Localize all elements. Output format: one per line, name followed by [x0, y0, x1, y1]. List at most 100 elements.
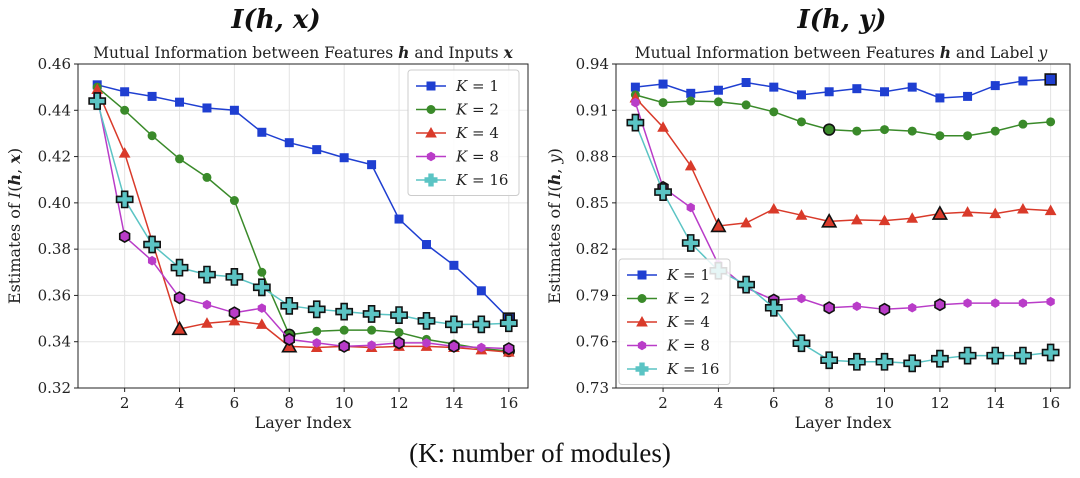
data-point [1017, 202, 1029, 214]
data-point [307, 300, 326, 319]
data-point [880, 87, 890, 97]
data-point [908, 302, 917, 313]
series-k16 [626, 113, 1060, 373]
x-tick-label: 12 [389, 394, 408, 412]
data-point [229, 105, 239, 115]
data-point [390, 306, 408, 325]
data-point [252, 278, 271, 297]
data-point [257, 303, 266, 313]
data-point [1046, 117, 1056, 127]
data-point [821, 212, 838, 228]
data-point [986, 346, 1005, 365]
data-point [171, 320, 188, 336]
data-point [312, 326, 322, 336]
series-line [634, 122, 1051, 365]
x-tick-label: 4 [714, 394, 724, 412]
data-point [362, 305, 381, 323]
data-point [906, 212, 919, 223]
data-point [767, 202, 780, 214]
legend-label: K = 2 [455, 101, 499, 119]
data-point [120, 87, 130, 97]
data-point [312, 338, 321, 348]
data-point [173, 291, 186, 305]
x-tick-label: 16 [499, 394, 518, 412]
x-tick-label: 6 [769, 394, 779, 412]
data-point [796, 90, 806, 100]
data-point [991, 298, 1000, 308]
data-point [769, 82, 779, 92]
data-point [797, 293, 806, 304]
data-point [175, 154, 185, 164]
legend-label: K = 4 [666, 313, 710, 331]
data-point [499, 314, 518, 333]
legend: K = 1 K = 2 K = 4 K = 8 K = 16 [407, 69, 520, 196]
series-line [96, 86, 509, 352]
data-point [658, 98, 668, 108]
y-axis-label: Estimates of I(h, x) [5, 148, 24, 304]
y-tick-label: 0.32 [38, 379, 71, 397]
data-point [823, 301, 835, 315]
data-point [681, 234, 700, 252]
data-point [115, 190, 134, 209]
series-line [635, 78, 1051, 99]
data-point [284, 138, 294, 148]
series-line [634, 102, 1051, 311]
data-point [963, 131, 973, 141]
x-tick-label: 10 [875, 394, 894, 412]
data-point [477, 342, 486, 353]
data-point [658, 79, 668, 89]
data-point [796, 117, 806, 127]
data-point [741, 100, 751, 110]
data-point [394, 327, 404, 337]
data-point [684, 159, 697, 171]
x-tick-label: 16 [1041, 394, 1060, 412]
series-line [634, 97, 1051, 227]
chart-panel-ihy: I(h, y) Mutual Information between Featur… [545, 5, 1071, 432]
legend-box [407, 69, 520, 196]
legend-marker [426, 151, 436, 162]
data-point [963, 298, 972, 308]
data-point [1018, 76, 1028, 86]
data-point [822, 123, 836, 136]
data-point [686, 202, 695, 213]
data-point [741, 78, 751, 88]
x-tick-label: 8 [824, 394, 834, 412]
data-point [824, 87, 834, 97]
data-point [472, 315, 491, 334]
legend-marker [637, 340, 647, 351]
data-point [907, 82, 917, 92]
legend-label: K = 1 [455, 77, 499, 95]
data-point [338, 339, 350, 353]
chart-panel-ihx: I(h, x) Mutual Information between Featur… [5, 5, 529, 432]
y-tick-label: 0.44 [38, 101, 71, 119]
data-point [686, 88, 696, 98]
data-point [367, 325, 377, 335]
data-point [630, 82, 640, 92]
data-point [255, 318, 268, 329]
legend-marker [637, 270, 647, 280]
legend-label: K = 8 [455, 148, 499, 166]
data-point [795, 209, 808, 220]
y-tick-label: 0.40 [38, 194, 71, 212]
data-point [147, 131, 157, 141]
data-point [907, 126, 917, 136]
x-tick-label: 4 [175, 394, 185, 412]
data-point [769, 107, 779, 117]
data-point [422, 338, 431, 348]
data-point [339, 153, 349, 163]
legend-marker [635, 362, 649, 376]
data-point [931, 205, 948, 220]
y-tick-label: 0.42 [38, 148, 71, 166]
data-point [393, 336, 405, 350]
legend-marker [637, 294, 647, 303]
legend-label: K = 2 [666, 290, 710, 308]
data-point [202, 103, 212, 113]
series-k8 [93, 91, 515, 356]
data-point [257, 267, 267, 277]
data-point [448, 339, 460, 353]
data-point [201, 317, 213, 328]
legend-box [618, 258, 731, 385]
series-k4 [629, 91, 1057, 233]
y-axis-label: Estimates of I(h, y) [545, 148, 564, 304]
y-tick-label: 0.36 [38, 286, 71, 304]
